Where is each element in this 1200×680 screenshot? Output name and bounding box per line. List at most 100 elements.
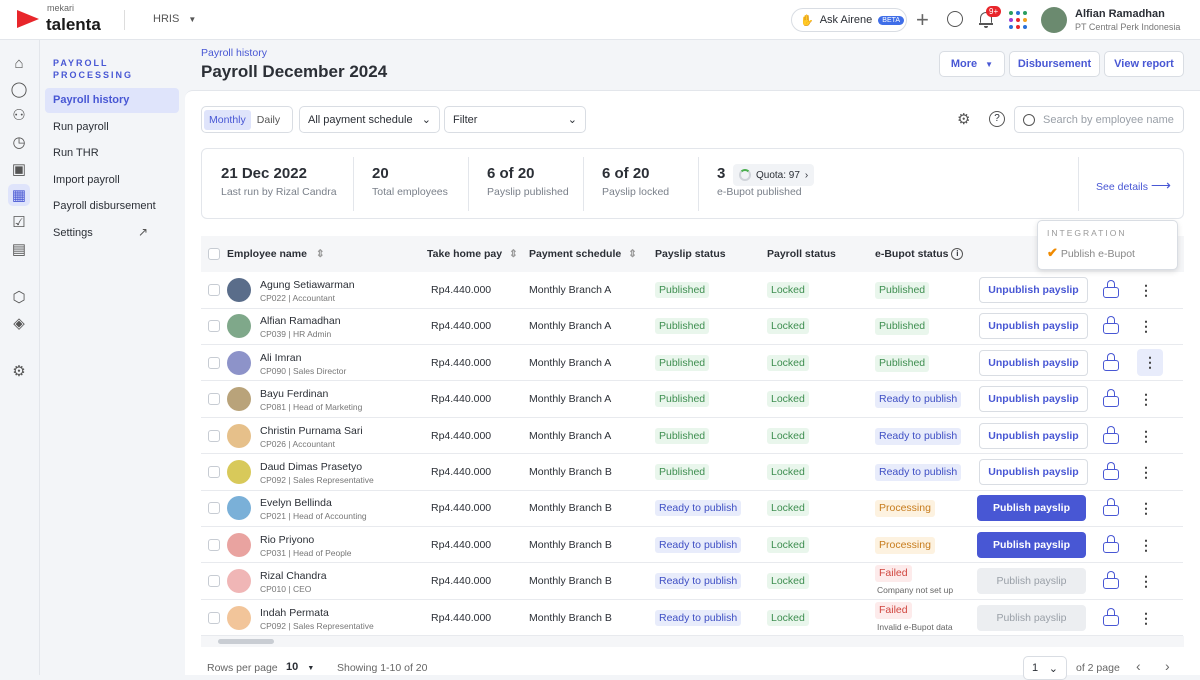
employee-name[interactable]: Rio Priyono: [260, 533, 315, 546]
employee-name[interactable]: Agung Setiawarman: [260, 279, 355, 291]
row-checkbox[interactable]: [208, 466, 220, 478]
toggle-monthly[interactable]: Monthly: [204, 109, 251, 130]
payslip-action-button[interactable]: Unpublish payslip: [979, 386, 1088, 413]
col-employee-name[interactable]: Employee name ⇕: [227, 248, 325, 260]
page-select[interactable]: 1 ⌄: [1023, 656, 1067, 680]
kebab-menu-icon[interactable]: ⋮: [1139, 536, 1153, 553]
row-checkbox[interactable]: [208, 575, 220, 588]
sidebar-item-run-thr[interactable]: Run THR: [53, 147, 99, 159]
payslip-action-button[interactable]: Publish payslip: [977, 495, 1086, 522]
payslip-action-button[interactable]: Unpublish payslip: [979, 313, 1088, 340]
employee-name[interactable]: Bayu Ferdinan: [260, 388, 329, 401]
report-icon[interactable]: ▤: [11, 241, 27, 258]
payslip-action-button[interactable]: Publish payslip: [977, 568, 1086, 595]
sidebar-item-run-payroll[interactable]: Run payroll: [53, 121, 109, 133]
row-checkbox[interactable]: [208, 538, 220, 551]
next-page-button[interactable]: ›: [1165, 658, 1170, 674]
lock-icon[interactable]: [1103, 425, 1119, 444]
home-icon[interactable]: ⌂: [14, 54, 24, 72]
employee-name[interactable]: Indah Permata: [260, 606, 329, 619]
kebab-menu-icon[interactable]: ⋮: [1139, 391, 1153, 408]
kebab-menu-icon[interactable]: ⋮: [1139, 427, 1153, 444]
search-icon[interactable]: [947, 11, 963, 27]
ebupot-status-badge: Published: [875, 282, 930, 299]
kebab-menu-icon[interactable]: ⋮: [1139, 500, 1153, 517]
ask-airene-button[interactable]: ✋ Ask Airene BETA: [791, 8, 907, 32]
info-icon[interactable]: i: [951, 248, 964, 261]
payslip-action-button[interactable]: Unpublish payslip: [979, 422, 1088, 449]
rows-per-page-select[interactable]: 10 ▼: [286, 661, 315, 673]
sidebar-item-payroll-disbursement[interactable]: Payroll disbursement: [53, 200, 156, 212]
payslip-action-button[interactable]: Publish payslip: [977, 531, 1086, 558]
payslip-status-badge: Ready to publish: [655, 536, 742, 553]
user-avatar[interactable]: [1041, 7, 1067, 33]
add-icon[interactable]: +: [916, 7, 929, 32]
kebab-menu-icon[interactable]: ⋮: [1139, 282, 1153, 298]
money-icon[interactable]: ▣: [11, 161, 27, 178]
prev-page-button[interactable]: ‹: [1136, 658, 1141, 674]
kebab-menu-icon[interactable]: ⋮: [1139, 464, 1153, 480]
employee-name[interactable]: Daud Dimas Prasetyo: [260, 461, 363, 473]
lock-icon[interactable]: [1103, 571, 1119, 590]
row-checkbox[interactable]: [208, 393, 220, 406]
quota-chip[interactable]: Quota: 97 ›: [733, 164, 815, 186]
apps-grid-icon[interactable]: [1009, 11, 1027, 29]
employee-name[interactable]: Ali Imran: [260, 351, 302, 364]
disbursement-button[interactable]: Disbursement: [1009, 51, 1100, 77]
payroll-calculator-icon[interactable]: ▦: [8, 184, 30, 206]
row-checkbox[interactable]: [208, 502, 220, 515]
employee-name[interactable]: Evelyn Bellinda: [260, 497, 332, 510]
employee-search-input[interactable]: Search by employee name: [1014, 106, 1184, 133]
more-button[interactable]: More ▼: [939, 51, 1005, 77]
lock-icon[interactable]: [1103, 352, 1119, 371]
box-icon[interactable]: ⬡: [12, 289, 26, 306]
payslip-action-button[interactable]: Unpublish payslip: [979, 277, 1088, 303]
sidebar-item-import-payroll[interactable]: Import payroll: [53, 174, 120, 186]
col-take-home-pay[interactable]: Take home pay ⇕: [427, 248, 518, 260]
profile-icon[interactable]: ◯: [10, 81, 28, 98]
col-payment-schedule[interactable]: Payment schedule ⇕: [529, 248, 637, 260]
lock-icon[interactable]: [1103, 534, 1119, 553]
task-icon[interactable]: ☑: [12, 214, 26, 231]
horizontal-scrollbar[interactable]: [201, 636, 1184, 647]
breadcrumb[interactable]: Payroll history: [201, 47, 267, 59]
lock-icon[interactable]: [1103, 316, 1119, 335]
module-switcher[interactable]: HRIS ▼: [153, 13, 196, 25]
view-report-button[interactable]: View report: [1104, 51, 1184, 77]
menu-item-publish-ebupot[interactable]: ✔ Publish e-Bupot: [1047, 245, 1135, 260]
payslip-status-badge: Ready to publish: [655, 573, 742, 590]
row-checkbox[interactable]: [208, 429, 220, 442]
kebab-menu-icon[interactable]: ⋮: [1137, 348, 1163, 376]
kebab-menu-icon[interactable]: ⋮: [1139, 609, 1153, 626]
sidebar-item-settings[interactable]: Settings: [53, 227, 93, 239]
settings-gear-icon[interactable]: ⚙: [12, 363, 26, 380]
lock-icon[interactable]: [1103, 280, 1119, 298]
row-checkbox[interactable]: [208, 320, 220, 333]
column-settings-icon[interactable]: ⚙: [957, 111, 971, 128]
lock-icon[interactable]: [1103, 498, 1119, 517]
payslip-action-button[interactable]: Unpublish payslip: [979, 349, 1088, 376]
people-icon[interactable]: ⚇: [12, 107, 26, 124]
payment-schedule-select[interactable]: All payment schedule ⌄: [299, 106, 440, 133]
select-all-checkbox[interactable]: [208, 248, 220, 260]
employee-name[interactable]: Alfian Ramadhan: [260, 315, 341, 328]
sidebar-item-payroll-history[interactable]: Payroll history: [45, 88, 179, 113]
lock-icon[interactable]: [1103, 389, 1119, 408]
clock-icon[interactable]: ◷: [12, 134, 26, 151]
employee-name[interactable]: Rizal Chandra: [260, 570, 327, 583]
employee-name[interactable]: Christin Purnama Sari: [260, 424, 363, 437]
kebab-menu-icon[interactable]: ⋮: [1139, 318, 1153, 335]
row-checkbox[interactable]: [208, 356, 220, 369]
see-details-link[interactable]: See details ⟶: [1096, 177, 1171, 193]
toggle-daily[interactable]: Daily: [256, 113, 281, 126]
payslip-action-button[interactable]: Publish payslip: [977, 604, 1086, 631]
kebab-menu-icon[interactable]: ⋮: [1139, 573, 1153, 590]
lock-icon[interactable]: [1103, 462, 1119, 480]
row-checkbox[interactable]: [208, 284, 220, 296]
help-icon[interactable]: ?: [989, 111, 1005, 127]
row-checkbox[interactable]: [208, 611, 220, 624]
lock-icon[interactable]: [1103, 607, 1119, 626]
tag-icon[interactable]: ◈: [13, 315, 25, 332]
payslip-action-button[interactable]: Unpublish payslip: [979, 459, 1088, 485]
filter-select[interactable]: Filter ⌄: [444, 106, 586, 133]
